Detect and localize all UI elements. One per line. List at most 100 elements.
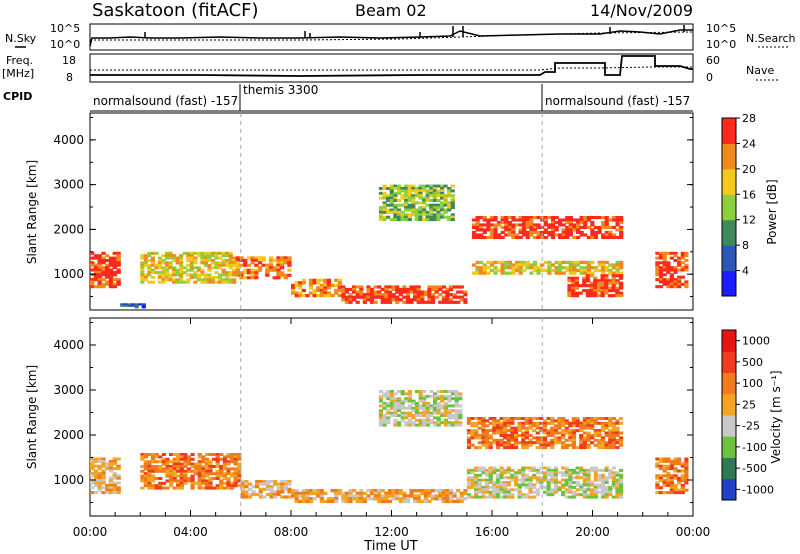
heatmap-cell	[532, 263, 538, 267]
heatmap-cell	[459, 290, 464, 294]
heatmap-cell	[499, 481, 504, 484]
heatmap-cell	[393, 404, 398, 408]
heatmap-cell	[583, 266, 588, 270]
heatmap-cell	[608, 429, 613, 433]
heatmap-cell	[193, 259, 198, 262]
heatmap-cell	[492, 471, 497, 475]
heatmap-cell	[511, 216, 516, 220]
heatmap-cell	[197, 455, 202, 459]
heatmap-cell	[517, 417, 522, 420]
heatmap-cell	[677, 488, 682, 492]
heatmap-cell	[677, 285, 682, 289]
heatmap-cell	[506, 495, 511, 499]
heatmap-cell	[386, 210, 391, 214]
heatmap-cell	[157, 256, 162, 260]
heatmap-cell	[305, 491, 310, 495]
heatmap-cell	[97, 457, 102, 461]
heatmap-cell	[326, 286, 332, 290]
heatmap-cell	[112, 273, 117, 277]
heatmap-cell	[398, 293, 403, 297]
heatmap-cell	[396, 213, 402, 217]
heatmap-cell	[116, 476, 121, 480]
heatmap-cell	[597, 225, 602, 229]
heatmap-cell	[669, 479, 674, 483]
heatmap-cell	[601, 225, 606, 229]
heatmap-cell	[409, 491, 414, 495]
heatmap-cell	[575, 471, 580, 475]
heatmap-cell	[447, 201, 452, 205]
heatmap-cell	[450, 184, 455, 188]
heatmap-cell	[447, 414, 452, 417]
heatmap-cell	[168, 254, 173, 258]
heatmap-cell	[572, 225, 577, 229]
heatmap-cell	[207, 268, 212, 272]
heatmap-cell	[662, 251, 667, 255]
heatmap-cell	[619, 485, 624, 489]
heatmap-cell	[547, 266, 552, 270]
heatmap-cell	[204, 472, 210, 476]
heatmap-cell	[506, 481, 511, 484]
heatmap-cell	[150, 251, 155, 255]
heatmap-cell	[499, 438, 504, 442]
heatmap-cell	[604, 279, 609, 283]
heatmap-cell	[344, 497, 349, 501]
heatmap-cell	[497, 223, 502, 227]
heatmap-cell	[619, 271, 624, 275]
heatmap-cell	[514, 441, 519, 445]
heatmap-cell	[382, 184, 387, 188]
heatmap-cell	[308, 497, 314, 501]
heatmap-cell	[550, 417, 555, 420]
heatmap-cell	[673, 486, 678, 490]
heatmap-cell	[391, 298, 396, 302]
heatmap-cell	[495, 426, 501, 430]
heatmap-cell	[492, 424, 497, 428]
heatmap-cell	[432, 215, 437, 219]
heatmap-cell	[362, 298, 367, 302]
heatmap-cell	[582, 443, 587, 447]
heatmap-cell	[348, 300, 353, 304]
heatmap-cell	[405, 300, 411, 304]
heatmap-cell	[482, 235, 487, 239]
heatmap-cell	[611, 225, 617, 229]
heatmap-cell	[611, 443, 616, 447]
heatmap-cell	[459, 295, 464, 299]
heatmap-cell	[600, 279, 605, 283]
heatmap-cell	[165, 479, 170, 483]
heatmap-cell	[593, 471, 598, 475]
heatmap-cell	[154, 477, 159, 480]
heatmap-cell	[204, 465, 210, 468]
heatmap-cell	[427, 494, 432, 498]
heatmap-cell	[433, 409, 438, 413]
heatmap-cell	[334, 494, 339, 498]
heatmap-cell	[337, 294, 342, 298]
heatmap-cell	[470, 485, 475, 489]
heatmap-cell	[362, 499, 367, 504]
heatmap-cell	[112, 467, 117, 471]
heatmap-cell	[666, 459, 671, 463]
heatmap-cell	[362, 300, 367, 304]
heatmap-cell	[279, 261, 285, 265]
heatmap-cell	[604, 481, 609, 484]
heatmap-cell	[194, 462, 199, 466]
heatmap-cell	[370, 298, 375, 302]
heatmap-cell	[143, 465, 148, 468]
heatmap-cell	[158, 477, 163, 480]
heatmap-cell	[396, 218, 402, 222]
heatmap-cell	[684, 266, 689, 270]
heatmap-cell	[389, 184, 394, 188]
heatmap-cell	[619, 274, 624, 278]
heatmap-cell	[532, 230, 538, 234]
heatmap-cell	[604, 225, 609, 229]
heatmap-cell	[492, 468, 497, 472]
heatmap-cell	[112, 259, 117, 262]
heatmap-cell	[568, 483, 573, 487]
heatmap-cell	[450, 201, 455, 205]
heatmap-cell	[386, 199, 391, 202]
heatmap-cell	[407, 414, 412, 417]
heatmap-cell	[341, 295, 346, 299]
heatmap-cell	[528, 441, 533, 445]
heatmap-cell	[662, 278, 667, 282]
heatmap-cell	[116, 481, 121, 485]
heatmap-cell	[147, 266, 152, 270]
heatmap-cell	[436, 215, 441, 219]
